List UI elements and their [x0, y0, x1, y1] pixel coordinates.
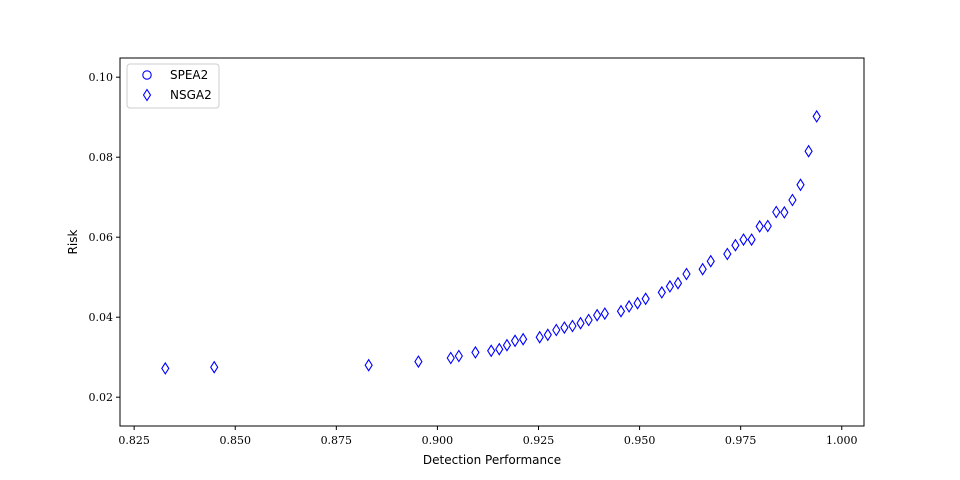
nsga2-point [471, 345, 480, 359]
nsga2-point [584, 313, 593, 327]
nsga2-point [739, 233, 748, 247]
nsga2-point [796, 178, 805, 192]
legend: SPEA2 NSGA2 [126, 63, 220, 109]
legend-spea2-marker [142, 70, 152, 80]
x-axis: 0.825 0.850 0.875 0.900 0.925 0.950 0.975 1.000 [118, 426, 858, 447]
data-points [161, 109, 821, 375]
nsga2-point [535, 330, 544, 344]
nsga2-point [364, 358, 373, 372]
nsga2-point [446, 351, 455, 365]
nsga2-point [780, 205, 789, 219]
x-tick-label: 0.900 [422, 434, 454, 447]
y-axis-label: Risk [66, 230, 80, 255]
x-axis-label: Detection Performance [423, 453, 561, 467]
nsga2-point [747, 233, 756, 247]
nsga2-point [502, 338, 512, 352]
nsga2-point [560, 321, 569, 335]
nsga2-point [414, 355, 423, 369]
nsga2-point [657, 285, 666, 299]
y-tick-label: 0.10 [89, 71, 114, 84]
nsga2-point [641, 292, 650, 306]
nsga2-point [616, 304, 626, 318]
nsga2-point [633, 296, 642, 310]
nsga2-point [495, 342, 504, 356]
nsga2-point [487, 344, 496, 358]
legend-box [126, 63, 220, 109]
nsga2-point [518, 332, 528, 346]
nsga2-point [592, 308, 602, 322]
nsga2-point [665, 279, 675, 293]
nsga2-point [161, 361, 170, 375]
legend-nsga2-label: NSGA2 [170, 88, 212, 102]
nsga2-point [755, 219, 764, 233]
nsga2-point [731, 238, 740, 252]
x-tick-label: 0.825 [118, 434, 150, 447]
nsga2-point [723, 247, 732, 261]
legend-nsga2-marker [142, 88, 152, 102]
nsga2-point [576, 316, 585, 330]
y-tick-label: 0.04 [89, 311, 114, 324]
nsga2-point [763, 219, 772, 233]
legend-spea2-label: SPEA2 [170, 68, 208, 82]
nsga2-point [624, 299, 634, 313]
y-tick-label: 0.08 [89, 151, 114, 164]
nsga2-point [812, 109, 821, 123]
nsga2-point [788, 193, 797, 207]
x-tick-label: 0.875 [321, 434, 353, 447]
x-tick-label: 0.850 [219, 434, 251, 447]
nsga2-point [210, 360, 219, 374]
y-tick-label: 0.02 [89, 391, 114, 404]
nsga2-point [568, 319, 577, 333]
nsga2-point [698, 262, 707, 276]
x-tick-label: 0.975 [725, 434, 757, 447]
x-tick-label: 1.000 [826, 434, 858, 447]
plot-area [119, 57, 865, 427]
nsga2-point [510, 334, 520, 348]
x-tick-label: 0.950 [624, 434, 656, 447]
y-tick-label: 0.06 [89, 231, 114, 244]
nsga2-point [804, 144, 813, 158]
x-tick-label: 0.925 [523, 434, 555, 447]
nsga2-point [673, 276, 683, 290]
y-axis: 0.02 0.04 0.06 0.08 0.10 [89, 71, 120, 404]
nsga2-point [772, 205, 781, 219]
nsga2-point [454, 349, 463, 363]
nsga2-point [552, 323, 561, 337]
nsga2-point [682, 267, 691, 281]
nsga2-point [543, 328, 552, 342]
nsga2-point [600, 307, 609, 321]
nsga2-point [706, 254, 715, 268]
